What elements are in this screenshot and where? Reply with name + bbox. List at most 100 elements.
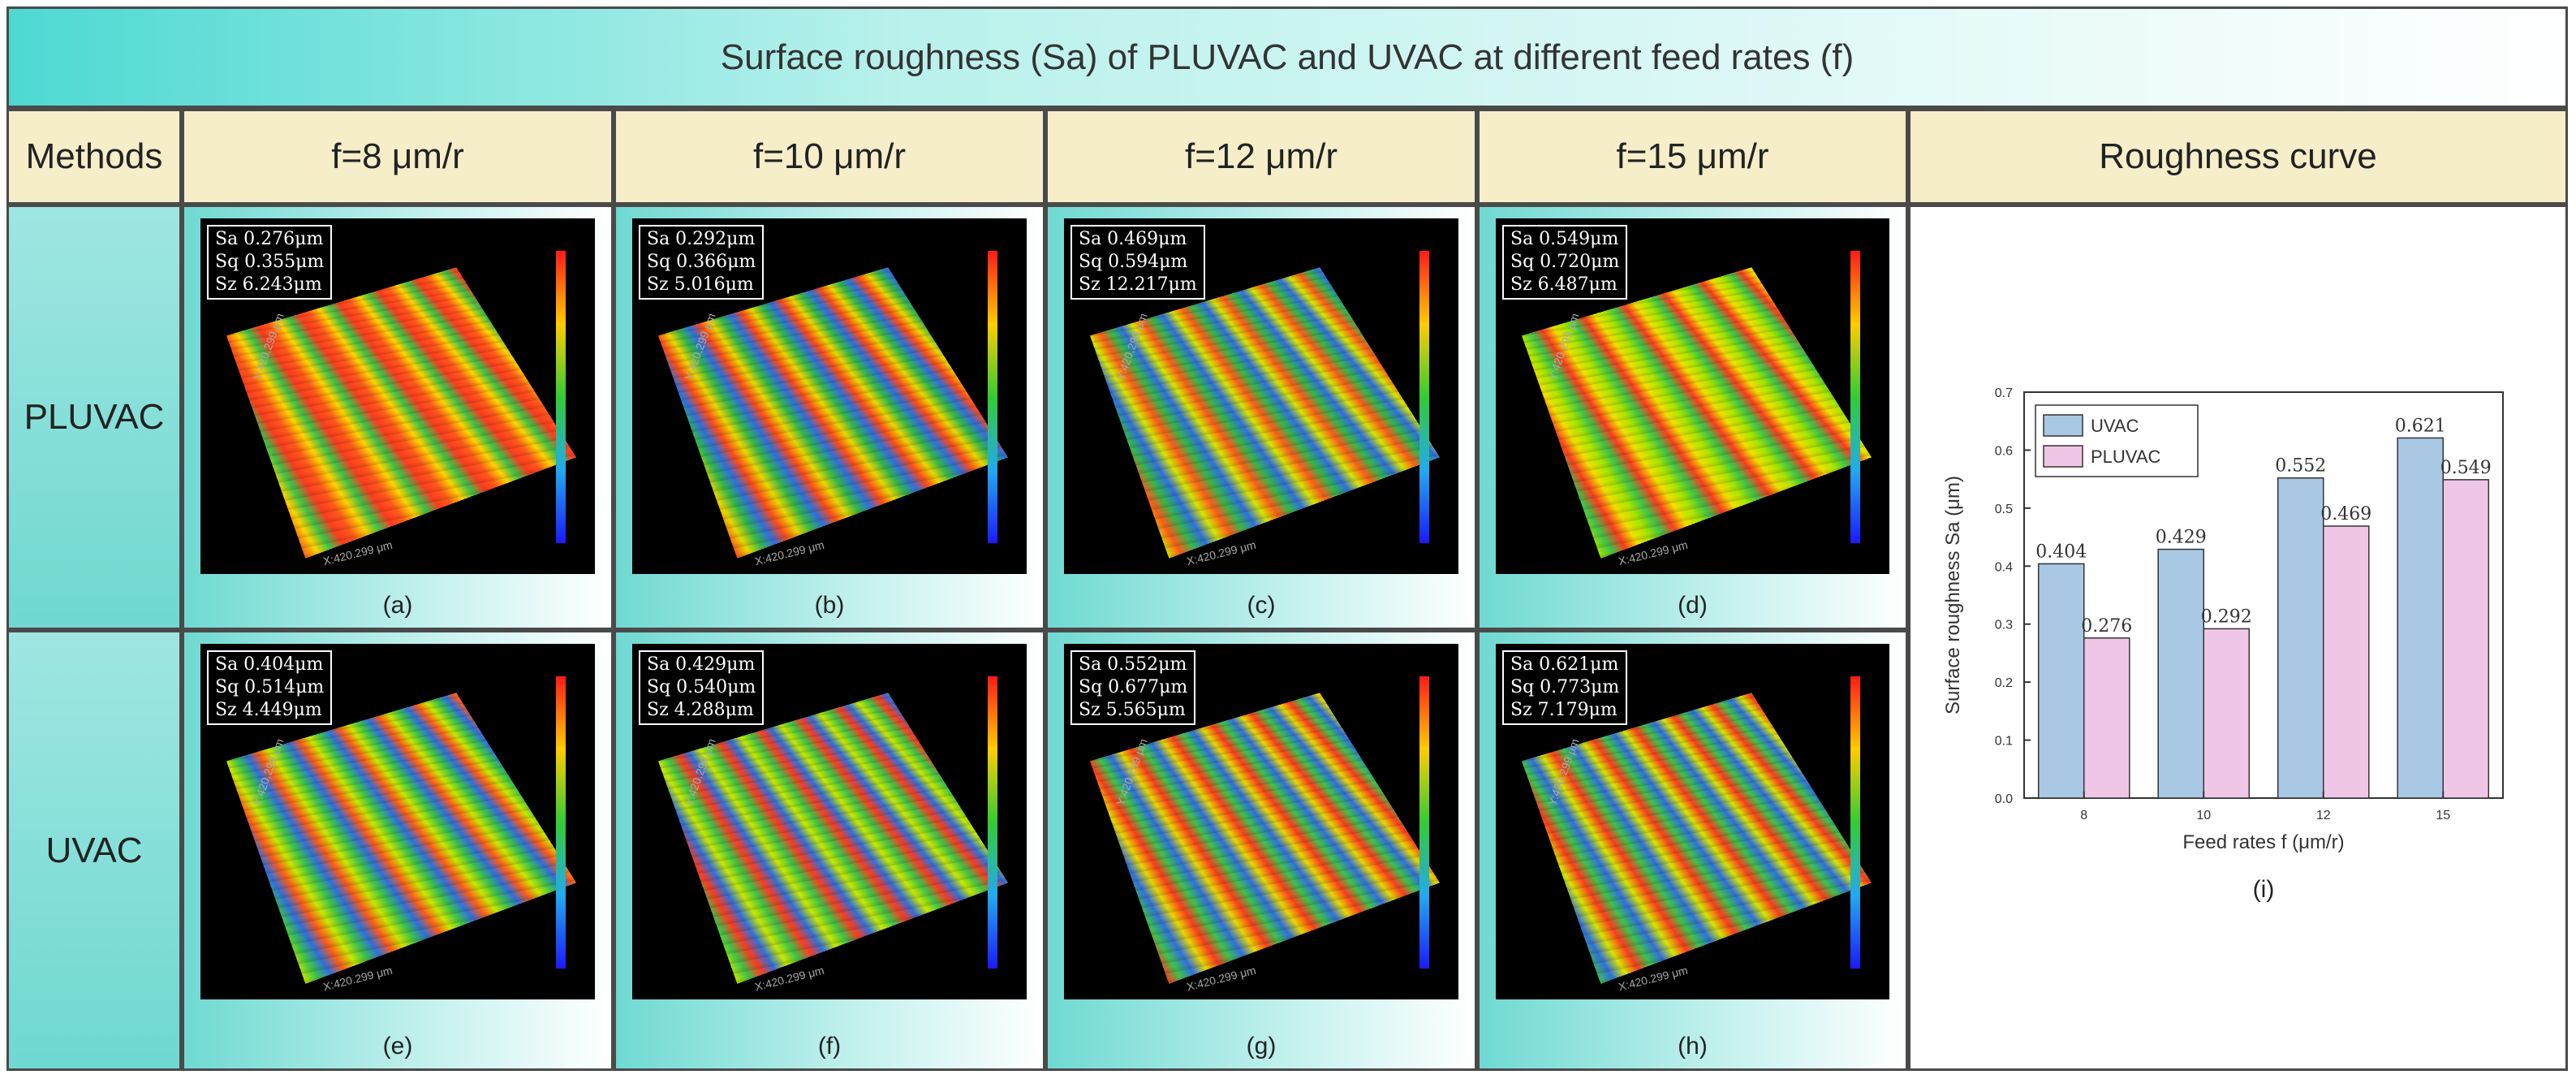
y-tick-label: 0.6 (1995, 444, 2013, 458)
header-feed-12: f=12 μm/r (1045, 109, 1477, 205)
roughness-stats: Sa 0.429μm Sq 0.540μm Sz 4.288μm (639, 650, 764, 725)
header-feed-label: f=12 μm/r (1185, 136, 1338, 177)
bar-data-label: 0.549 (2440, 458, 2492, 478)
surface-plot: Sa 0.404μm Sq 0.514μm Sz 4.449μm X:420.299 … (200, 644, 595, 999)
roughness-stats: Sa 0.552μm Sq 0.677μm Sz 5.565μm (1070, 650, 1195, 725)
surface-cell-uvac-2: Sa 0.429μm Sq 0.540μm Sz 4.288μm X:420.299 … (614, 630, 1045, 1071)
bar-pluvac (2203, 628, 2249, 798)
sq-value: Sq 0.677μm (1079, 676, 1187, 699)
subfigure-label: (h) (1480, 1033, 1906, 1060)
sz-value: Sz 4.288μm (647, 699, 756, 722)
x-tick-label: 8 (2080, 809, 2087, 822)
figure-title: Surface roughness (Sa) of PLUVAC and UVA… (721, 37, 1854, 78)
sa-value: Sa 0.429μm (647, 654, 756, 676)
legend-swatch-uvac (2044, 415, 2083, 436)
y-tick-label: 0.7 (1995, 386, 2013, 400)
sa-value: Sa 0.404μm (215, 654, 324, 676)
sz-value: Sz 7.179μm (1510, 699, 1619, 722)
x-tick-label: 10 (2196, 809, 2211, 822)
roughness-stats: Sa 0.276μm Sq 0.355μm Sz 6.243μm (207, 225, 332, 300)
y-tick-label: 0.2 (1995, 676, 2013, 690)
bar-data-label: 0.292 (2201, 606, 2252, 627)
bar-pluvac (2443, 480, 2488, 798)
sq-value: Sq 0.773μm (1510, 676, 1619, 699)
sz-value: Sz 6.243μm (215, 274, 324, 296)
y-tick-label: 0.3 (1995, 619, 2013, 632)
bar-data-label: 0.429 (2156, 528, 2207, 548)
surface-plot: Sa 0.276μm Sq 0.355μm Sz 6.243μm X:420.299 … (200, 218, 595, 574)
y-tick-label: 0.4 (1995, 560, 2013, 574)
bar-uvac (2158, 550, 2203, 798)
surface-topography (1522, 267, 1872, 559)
sz-value: Sz 5.565μm (1079, 699, 1187, 722)
legend-label: PLUVAC (2091, 447, 2161, 467)
header-feed-label: f=10 μm/r (753, 136, 906, 177)
surface-topography (1090, 267, 1440, 559)
surface-cell-uvac-3: Sa 0.552μm Sq 0.677μm Sz 5.565μm X:420.299 … (1045, 630, 1477, 1071)
x-tick-label: 15 (2436, 809, 2450, 822)
y-axis-title: Surface roughness Sa (μm) (1942, 476, 1964, 714)
color-scale-bar (1419, 676, 1429, 969)
bar-pluvac (2324, 526, 2369, 798)
sz-value: Sz 6.487μm (1510, 274, 1619, 296)
sq-value: Sq 0.720μm (1510, 251, 1619, 274)
sq-value: Sq 0.355μm (215, 251, 324, 274)
header-roughness-curve: Roughness curve (1908, 109, 2568, 205)
color-scale-bar (556, 251, 566, 543)
bar-data-label: 0.404 (2035, 542, 2087, 562)
subfigure-label: (g) (1048, 1033, 1475, 1060)
header-methods-label: Methods (26, 136, 163, 177)
surface-cell-uvac-4: Sa 0.621μm Sq 0.773μm Sz 7.179μm X:420.299 … (1477, 630, 1908, 1071)
surface-topography (1090, 693, 1440, 984)
row-label-pluvac: PLUVAC (6, 205, 182, 630)
surface-topography (1522, 693, 1872, 984)
header-feed-10: f=10 μm/r (614, 109, 1045, 205)
surface-cell-uvac-1: Sa 0.404μm Sq 0.514μm Sz 4.449μm X:420.299 … (182, 630, 614, 1071)
bar-data-label: 0.276 (2081, 616, 2132, 637)
y-tick-label: 0.0 (1995, 792, 2013, 806)
x-axis-title: Feed rates f (μm/r) (2182, 831, 2344, 853)
surface-plot: Sa 0.469μm Sq 0.594μm Sz 12.217μm X:420.299… (1064, 218, 1458, 574)
surface-topography (658, 267, 1008, 559)
surface-plot: Sa 0.552μm Sq 0.677μm Sz 5.565μm X:420.299 … (1064, 644, 1458, 999)
bar-data-label: 0.621 (2395, 416, 2446, 436)
sa-value: Sa 0.621μm (1510, 654, 1619, 676)
sq-value: Sq 0.366μm (647, 251, 756, 274)
roughness-curve-cell: 0.0 0.1 0.2 0.3 0.4 0.5 0.6 0.7 0.404 0.276 8 0.429… (1908, 205, 2568, 1071)
sa-value: Sa 0.292μm (647, 228, 756, 251)
color-scale-bar (1850, 676, 1860, 969)
subfigure-label: (d) (1480, 592, 1906, 619)
subfigure-label: (i) (2253, 876, 2275, 903)
header-feed-15: f=15 μm/r (1477, 109, 1908, 205)
figure-title-row: Surface roughness (Sa) of PLUVAC and UVA… (6, 6, 2568, 109)
row-label-uvac: UVAC (6, 630, 182, 1071)
surface-topography (226, 267, 576, 559)
surface-topography (658, 693, 1008, 984)
subfigure-label: (c) (1048, 592, 1475, 619)
header-feed-label: f=15 μm/r (1617, 136, 1769, 177)
sq-value: Sq 0.594μm (1079, 251, 1197, 274)
subfigure-label: (b) (616, 592, 1043, 619)
header-curve-label: Roughness curve (2099, 136, 2376, 177)
sz-value: Sz 4.449μm (215, 699, 324, 722)
color-scale-bar (1419, 251, 1429, 543)
color-scale-bar (988, 676, 997, 969)
header-feed-8: f=8 μm/r (182, 109, 614, 205)
row-label-text: UVAC (46, 831, 143, 871)
color-scale-bar (988, 251, 997, 543)
bar-data-label: 0.552 (2275, 456, 2326, 477)
y-tick-label: 0.5 (1995, 503, 2013, 516)
legend-swatch-pluvac (2044, 446, 2083, 467)
surface-cell-pluvac-1: Sa 0.276μm Sq 0.355μm Sz 6.243μm X:420.299 … (182, 205, 614, 630)
roughness-stats: Sa 0.621μm Sq 0.773μm Sz 7.179μm (1502, 650, 1627, 725)
subfigure-label: (f) (616, 1033, 1043, 1060)
bar-data-label: 0.469 (2320, 504, 2371, 524)
y-tick-label: 0.1 (1995, 735, 2013, 749)
sz-value: Sz 12.217μm (1079, 274, 1197, 296)
header-methods: Methods (6, 109, 182, 205)
roughness-stats: Sa 0.404μm Sq 0.514μm Sz 4.449μm (207, 650, 332, 725)
roughness-stats: Sa 0.549μm Sq 0.720μm Sz 6.487μm (1502, 225, 1627, 300)
roughness-bar-chart: 0.0 0.1 0.2 0.3 0.4 0.5 0.6 0.7 0.404 0.276 8 0.429… (1910, 207, 2565, 1068)
roughness-stats: Sa 0.469μm Sq 0.594μm Sz 12.217μm (1070, 225, 1205, 300)
sa-value: Sa 0.549μm (1510, 228, 1619, 251)
